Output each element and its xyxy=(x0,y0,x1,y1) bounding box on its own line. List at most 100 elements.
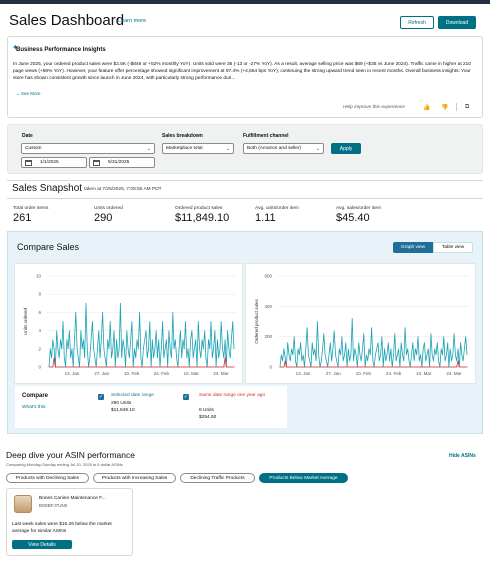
compare-sales-title: Compare Sales xyxy=(17,242,80,252)
insights-title: Business Performance Insights xyxy=(16,47,106,53)
metric-value-avg-sales: $45.40 xyxy=(336,212,370,224)
breakdown-label: Sales breakdown xyxy=(162,133,203,139)
x-tick-label: 24. Mar xyxy=(213,371,229,376)
fulfillment-select[interactable]: Both (Amazon and seller) ⌄ xyxy=(243,143,324,154)
divider xyxy=(7,198,483,199)
selected-range-series-line xyxy=(48,302,235,368)
snapshot-title: Sales Snapshot xyxy=(12,183,83,194)
y-tick-label: 4 xyxy=(38,328,41,333)
graph-view-toggle[interactable]: Graph view xyxy=(393,242,433,253)
start-date-value: 1/1/2025 xyxy=(40,160,59,165)
view-details-button[interactable]: View Details xyxy=(12,540,72,549)
table-view-toggle[interactable]: Table view xyxy=(433,242,473,253)
chevron-down-icon: ⌄ xyxy=(225,146,230,152)
compare-label: Compare xyxy=(22,393,49,399)
thumbs-down-icon[interactable]: 👎 xyxy=(441,105,449,111)
metric-value-units-ordered: 290 xyxy=(94,212,113,224)
help-improve-text: Help improve this experience xyxy=(343,105,405,110)
metric-value-ordered-product-sales: $11,849.10 xyxy=(175,212,230,224)
metric-label-total-order-items: Total order items xyxy=(13,206,49,211)
product-thumbnail xyxy=(14,495,32,513)
calendar-icon xyxy=(93,160,100,166)
feedback-divider xyxy=(456,103,457,111)
metric-value-avg-units: 1.11 xyxy=(255,212,276,224)
end-date-input[interactable]: 5/31/2025 xyxy=(89,157,155,168)
selected-range-units: 290 Units xyxy=(111,401,132,406)
y-tick-label: 0 xyxy=(38,365,41,370)
sparkle-icon: ✦ xyxy=(12,43,19,52)
snapshot-timestamp: taken at 7/25/2025, 7:08:55 AM PDT xyxy=(84,187,162,192)
same-range-label: Same date range one year ago xyxy=(199,393,266,398)
date-label: Date xyxy=(22,133,33,139)
breakdown-select[interactable]: Marketplace total ⌄ xyxy=(162,143,234,154)
same-range-checkbox[interactable]: ✓ xyxy=(183,394,189,400)
fulfillment-value: Both (Amazon and seller) xyxy=(247,146,302,151)
y-tick-label: 400 xyxy=(264,304,272,309)
pill-increasing-sales[interactable]: Products with Increasing Sales xyxy=(93,473,176,483)
x-tick-label: 13. Jan xyxy=(296,371,311,376)
chevron-down-icon: ⌄ xyxy=(146,146,151,152)
units-ordered-chart: 10 8 6 4 2 0 Units ordered 13. Jan 27. Jan 10. Fe… xyxy=(23,274,236,376)
see-more-label: See More xyxy=(21,91,41,96)
selected-range-checkbox[interactable]: ✓ xyxy=(98,394,104,400)
y-tick-label: 200 xyxy=(264,334,272,339)
selected-range-label: Selected date range xyxy=(111,393,154,398)
date-select[interactable]: Custom ⌄ xyxy=(21,143,155,154)
see-more-link[interactable]: ⌄ See More xyxy=(16,91,41,96)
x-tick-label: 27. Jan xyxy=(94,371,109,376)
refresh-button[interactable]: Refresh xyxy=(400,16,434,29)
x-tick-label: 10. Mar xyxy=(416,371,432,376)
metric-value-total-order-items: 261 xyxy=(13,212,32,224)
metric-label-avg-sales: Avg. sales/order item xyxy=(336,206,381,211)
end-date-value: 5/31/2025 xyxy=(108,160,130,165)
x-tick-label: 24. Feb xyxy=(386,371,402,376)
fulfillment-label: Fulfillment channel xyxy=(243,133,289,139)
page-title: Sales Dashboard xyxy=(9,12,125,29)
y-tick-label: 2 xyxy=(38,346,41,351)
copy-icon[interactable]: ⧉ xyxy=(465,104,470,110)
asin-section-subtitle: Comparing Monday-Sunday ending Jul 20, 2… xyxy=(6,462,123,467)
selected-range-series-line xyxy=(279,318,468,368)
product-name[interactable]: Bones Canine Maintenance F... xyxy=(39,496,106,501)
chevron-down-icon: ⌄ xyxy=(315,146,320,152)
breakdown-value: Marketplace total xyxy=(166,146,203,151)
x-tick-label: 10. Mar xyxy=(184,371,200,376)
thumbs-up-icon[interactable]: 👍 xyxy=(423,105,431,111)
same-range-sales: $254.92 xyxy=(199,415,217,420)
whats-this-link[interactable]: What's this xyxy=(22,405,46,410)
prior-year-series-line xyxy=(49,357,234,368)
pill-below-market-average[interactable]: Products Below Market Average xyxy=(259,473,348,483)
learn-more-link[interactable]: Learn more xyxy=(118,18,147,24)
y-tick-label: 0 xyxy=(269,365,272,370)
pill-declining-traffic[interactable]: Declining Traffic Products xyxy=(180,473,255,483)
y-axis-label: Units ordered xyxy=(23,307,28,335)
calendar-icon xyxy=(25,160,32,166)
x-tick-label: 24. Feb xyxy=(154,371,170,376)
metric-label-units-ordered: Units ordered xyxy=(94,206,123,211)
date-select-value: Custom xyxy=(25,146,42,151)
y-tick-label: 600 xyxy=(264,274,272,279)
top-bar xyxy=(0,0,490,4)
pill-declining-sales[interactable]: Products with Declining Sales xyxy=(6,473,89,483)
apply-button[interactable]: Apply xyxy=(331,143,361,154)
x-tick-label: 10. Feb xyxy=(124,371,140,376)
ordered-product-sales-chart: 600 400 200 0 Ordered product sales 13. Jan 27… xyxy=(254,274,469,376)
insights-panel xyxy=(7,36,483,118)
start-date-input[interactable]: 1/1/2025 xyxy=(21,157,87,168)
metric-label-ordered-product-sales: Ordered product sales xyxy=(175,206,223,211)
x-tick-label: 24. Mar xyxy=(446,371,462,376)
sales-chart-panel: 600 400 200 0 Ordered product sales 13. Jan 27… xyxy=(245,263,476,384)
y-tick-label: 8 xyxy=(38,292,41,297)
y-tick-label: 6 xyxy=(38,310,41,315)
download-button[interactable]: Download xyxy=(438,16,476,29)
product-asin: B0DBFJ7UN0 xyxy=(39,503,68,508)
x-tick-label: 10. Feb xyxy=(356,371,372,376)
y-axis-label: Ordered product sales xyxy=(254,298,259,343)
compare-legend xyxy=(15,386,287,428)
asin-section-title: Deep dive your ASIN performance xyxy=(6,450,135,460)
y-tick-label: 10 xyxy=(36,274,42,279)
same-range-units: 8 Units xyxy=(199,408,214,413)
hide-asins-link[interactable]: Hide ASINs xyxy=(449,453,476,459)
x-tick-label: 13. Jan xyxy=(65,371,80,376)
divider xyxy=(7,180,483,181)
